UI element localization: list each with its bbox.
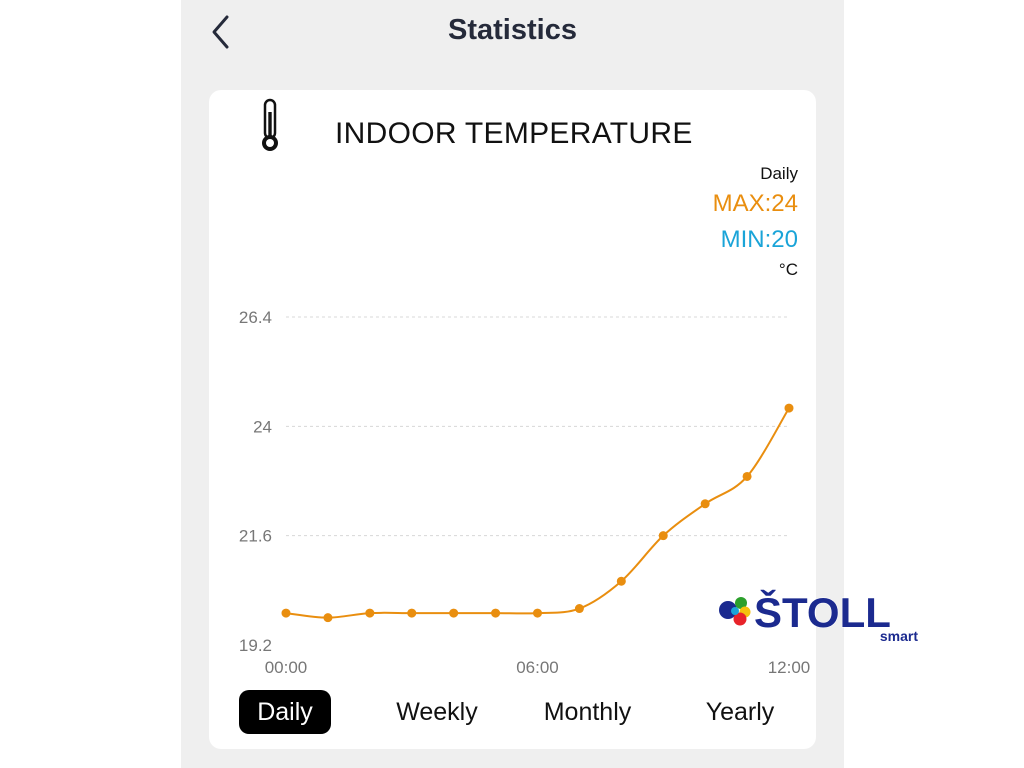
x-tick-label: 06:00 [516,658,559,677]
data-point [784,403,794,413]
y-tick-label: 24 [253,417,272,436]
tab-yearly[interactable]: Yearly [705,698,775,726]
card-title: INDOOR TEMPERATURE [335,117,693,150]
temperature-line-chart: 26.4 24 21.6 19.2 00:00 06:00 12:00 [239,308,811,677]
app-screen: Statistics INDOOR TEMPERATURE Daily MAX:… [181,0,844,768]
max-value: MAX:24 [712,190,798,217]
min-value: MIN:20 [720,226,798,253]
unit-label: °C [778,260,798,279]
x-tick-label: 12:00 [768,658,811,677]
data-point [407,608,417,618]
data-point [365,608,375,618]
thermometer-icon [262,98,278,151]
header: Statistics [181,0,844,70]
tab-daily[interactable]: Daily [239,690,331,734]
chevron-left-icon [212,15,229,49]
y-tick-label: 21.6 [239,527,272,546]
data-point [700,499,710,509]
x-tick-label: 00:00 [265,658,308,677]
tab-weekly[interactable]: Weekly [396,698,478,726]
page-title: Statistics [448,14,577,46]
data-point [742,471,752,481]
y-tick-label: 19.2 [239,636,272,655]
data-point [281,608,291,618]
logo-subtext: smart [880,628,918,644]
y-tick-label: 26.4 [239,308,272,327]
series-line [285,407,790,619]
data-point [491,608,501,618]
tab-monthly[interactable]: Monthly [543,698,632,726]
logo-wordmark: ŠTOLL [754,588,891,636]
data-point [533,608,542,618]
data-point [574,604,584,614]
temperature-card: INDOOR TEMPERATURE Daily MAX:24 MIN:20 °… [209,90,816,749]
stoll-smart-logo: ŠTOLL smart [719,588,918,644]
data-point [323,613,333,623]
data-point [616,576,626,586]
data-point [658,531,668,541]
back-button[interactable] [203,12,239,52]
data-point [449,608,459,618]
period-tabs: Daily Weekly Monthly Yearly [209,690,816,734]
period-label: Daily [760,164,798,183]
